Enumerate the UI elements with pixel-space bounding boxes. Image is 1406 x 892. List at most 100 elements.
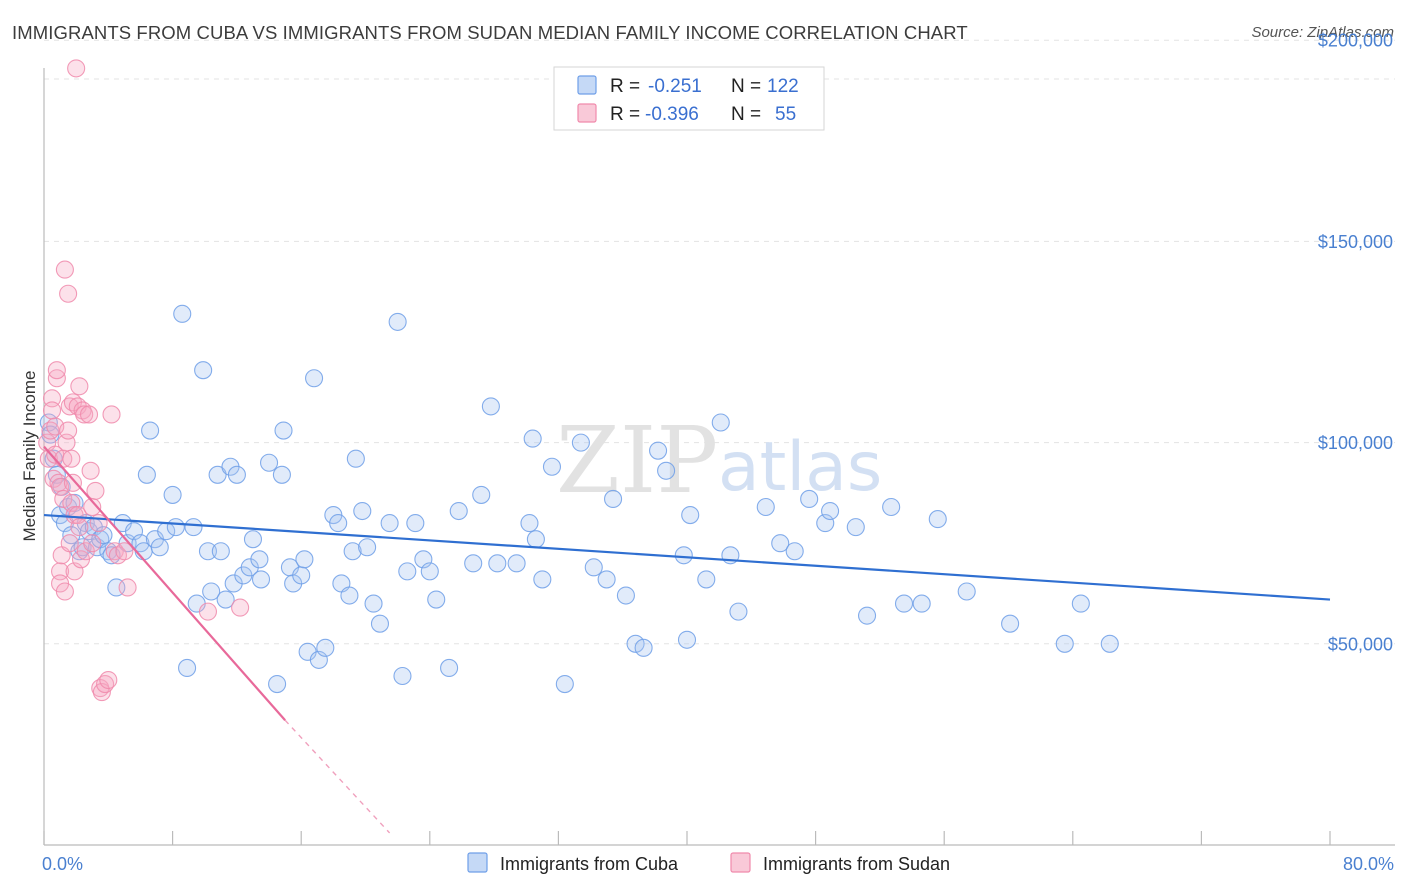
point-cuba xyxy=(571,433,590,452)
point-cuba xyxy=(274,421,293,440)
point-cuba xyxy=(243,530,263,549)
point-sudan xyxy=(63,473,82,492)
point-cuba xyxy=(711,413,730,432)
point-cuba xyxy=(649,441,668,460)
y-tick-label: $200,000 xyxy=(1318,31,1393,51)
point-cuba xyxy=(894,594,914,613)
legend-n-label-sudan: N = xyxy=(731,104,761,125)
y-tick-label: $150,000 xyxy=(1318,232,1393,252)
point-cuba xyxy=(464,554,483,573)
point-cuba xyxy=(816,514,835,533)
point-sudan xyxy=(89,514,108,533)
x-ticks xyxy=(43,831,1331,845)
point-cuba xyxy=(555,674,574,694)
point-cuba xyxy=(150,538,169,557)
point-cuba xyxy=(472,485,491,504)
point-cuba xyxy=(251,570,271,589)
series-legend: Immigrants from Cuba Immigrants from Sud… xyxy=(467,852,950,874)
point-cuba xyxy=(481,397,500,416)
point-cuba xyxy=(216,590,235,609)
point-cuba xyxy=(343,542,362,561)
point-cuba xyxy=(542,457,562,476)
point-cuba xyxy=(488,554,507,573)
point-sudan xyxy=(118,578,137,597)
legend-r-value-cuba: -0.251 xyxy=(648,76,702,97)
point-cuba xyxy=(358,538,377,557)
point-sudan xyxy=(67,59,86,78)
point-cuba xyxy=(1100,634,1119,653)
point-cuba xyxy=(857,606,877,625)
point-cuba xyxy=(520,514,539,533)
point-cuba xyxy=(604,489,623,509)
point-sudan xyxy=(70,377,89,396)
point-cuba xyxy=(393,666,412,686)
point-sudan xyxy=(62,449,81,468)
point-cuba xyxy=(1071,594,1090,613)
source-credit: Source: ZipAtlas.com xyxy=(1251,24,1394,41)
point-cuba xyxy=(449,501,468,521)
point-cuba xyxy=(166,518,185,537)
point-cuba xyxy=(292,566,311,585)
point-cuba xyxy=(163,485,182,504)
point-cuba xyxy=(928,510,947,529)
point-sudan xyxy=(75,405,94,424)
point-sudan xyxy=(55,582,74,601)
point-sudan xyxy=(42,401,62,420)
point-cuba xyxy=(523,429,542,448)
legend-n-label-cuba: N = xyxy=(731,76,761,97)
point-cuba xyxy=(957,582,976,601)
point-sudan xyxy=(81,461,100,480)
point-cuba xyxy=(597,570,616,589)
point-cuba xyxy=(1001,614,1020,633)
point-cuba xyxy=(353,501,372,521)
point-cuba xyxy=(681,505,700,525)
point-cuba xyxy=(634,638,653,657)
point-sudan xyxy=(83,534,102,553)
y-axis-title: Median Family Income xyxy=(20,370,39,541)
point-sudan xyxy=(99,670,118,690)
point-sudan xyxy=(86,481,105,500)
watermark-atlas: atlas xyxy=(718,428,882,507)
legend-swatch-cuba xyxy=(577,75,597,95)
series-legend-label-sudan: Immigrants from Sudan xyxy=(763,854,950,874)
legend-n-value-cuba: 122 xyxy=(767,76,799,97)
chart-title: IMMIGRANTS FROM CUBA VS IMMIGRANTS FROM … xyxy=(12,22,968,43)
point-cuba xyxy=(295,550,314,569)
point-cuba xyxy=(141,421,160,440)
point-cuba xyxy=(305,369,324,388)
point-sudan xyxy=(55,260,74,279)
trendlines xyxy=(43,445,1331,834)
point-cuba xyxy=(398,562,417,581)
legend-r-label-sudan: R = xyxy=(610,104,640,125)
legend-r-value-sudan: -0.396 xyxy=(645,104,699,125)
point-cuba xyxy=(440,658,459,678)
legend-n-value-sudan: 55 xyxy=(775,104,796,125)
point-cuba xyxy=(674,546,693,565)
point-cuba xyxy=(329,514,348,533)
point-cuba xyxy=(821,501,840,521)
legend-r-label-cuba: R = xyxy=(610,76,640,97)
series-legend-swatch-cuba xyxy=(467,852,488,873)
point-cuba xyxy=(388,312,407,331)
point-cuba xyxy=(657,461,676,480)
point-cuba xyxy=(211,542,230,561)
point-cuba xyxy=(316,638,335,657)
point-cuba xyxy=(340,586,359,605)
point-cuba xyxy=(370,614,390,633)
point-cuba xyxy=(616,586,635,605)
point-cuba xyxy=(729,602,748,621)
point-cuba xyxy=(427,590,446,609)
point-cuba xyxy=(800,489,819,509)
legend-swatch-sudan xyxy=(577,103,597,123)
point-cuba xyxy=(526,530,545,549)
point-cuba xyxy=(173,304,192,323)
point-cuba xyxy=(272,465,291,484)
point-cuba xyxy=(380,514,399,533)
series-legend-swatch-sudan xyxy=(730,852,751,873)
point-cuba xyxy=(259,453,279,472)
point-cuba xyxy=(178,658,197,678)
series-cuba-points xyxy=(39,304,1119,694)
point-sudan xyxy=(59,421,78,440)
point-cuba xyxy=(364,594,383,613)
point-cuba xyxy=(771,534,790,553)
